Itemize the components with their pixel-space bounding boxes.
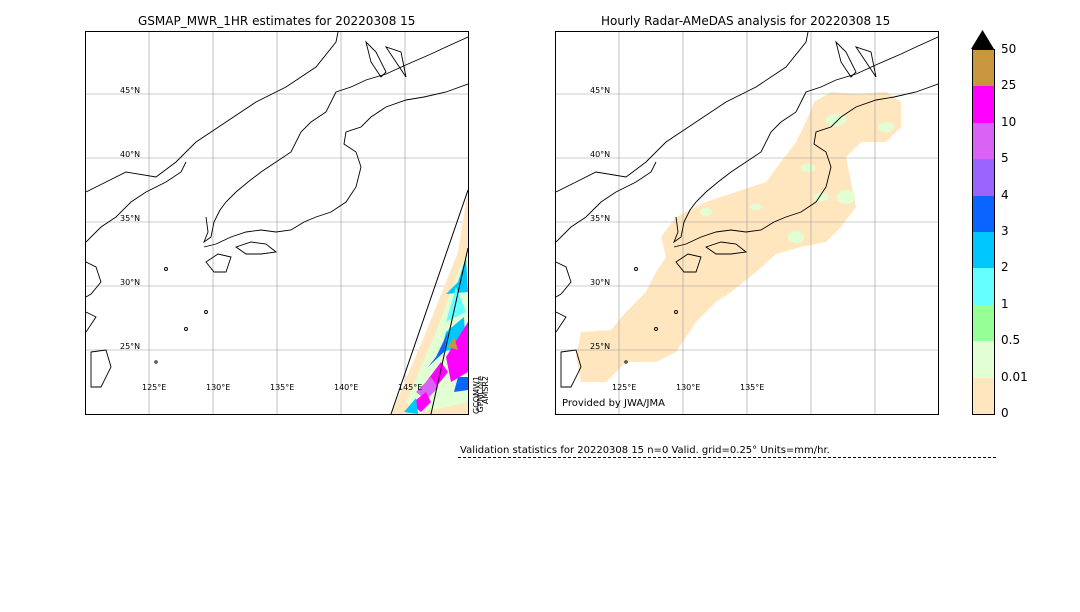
right-lon-label: 130°E — [676, 383, 701, 392]
satellite-label: GPMCore — [476, 376, 485, 413]
right-lat-label: 25°N — [590, 342, 611, 351]
colorbar-tick-label: 5 — [1001, 151, 1009, 165]
colorbar-swatch — [973, 50, 994, 87]
colorbar-tick-label: 2 — [1001, 260, 1009, 274]
right-lat-label: 40°N — [590, 150, 611, 159]
colorbar-swatch — [973, 231, 994, 269]
left-lat-label: 40°N — [120, 150, 141, 159]
right-coastlines — [556, 32, 938, 388]
colorbar-tick-label: 0.5 — [1001, 333, 1021, 347]
left-lon-label: 130°E — [206, 383, 231, 392]
provider-credit: Provided by JWA/JMA — [562, 398, 665, 409]
colorbar-tick-label: 4 — [1001, 188, 1009, 202]
colorbar-tick-label: 25 — [1001, 78, 1017, 92]
colorbar-tick-label: 50 — [1001, 42, 1017, 56]
left-map-canvas — [86, 32, 468, 414]
left-lon-label: 145°E — [398, 383, 423, 392]
left-lat-label: 25°N — [120, 342, 141, 351]
left-lon-label: 140°E — [334, 383, 359, 392]
left-precip-swath — [390, 189, 468, 414]
left-panel-title: GSMAP_MWR_1HR estimates for 20220308 15 — [138, 14, 416, 28]
colorbar-swatch — [973, 304, 994, 342]
right-lon-label: 125°E — [612, 383, 637, 392]
left-lat-label: 30°N — [120, 278, 141, 287]
colorbar-extend-arrow — [971, 30, 994, 49]
colorbar — [972, 49, 995, 415]
left-coastlines — [86, 32, 468, 388]
left-lon-label: 135°E — [270, 383, 295, 392]
colorbar-swatch — [973, 268, 994, 305]
colorbar-swatch — [973, 195, 994, 232]
right-radar-coverage — [576, 92, 901, 382]
colorbar-swatch — [973, 377, 994, 414]
validation-statistics: Validation statistics for 20220308 15 n=… — [460, 445, 830, 456]
right-lat-label: 45°N — [590, 86, 611, 95]
right-lat-label: 30°N — [590, 278, 611, 287]
colorbar-tick-label: 0.01 — [1001, 370, 1028, 384]
right-map: 45°N 40°N 35°N 30°N 25°N 125°E 130°E 135… — [555, 31, 939, 415]
colorbar-tick-label: 1 — [1001, 297, 1009, 311]
colorbar-swatch — [973, 159, 994, 196]
left-lon-label: 125°E — [142, 383, 167, 392]
colorbar-tick-label: 0 — [1001, 406, 1009, 420]
right-panel-title: Hourly Radar-AMeDAS analysis for 2022030… — [601, 14, 891, 28]
colorbar-swatch — [973, 122, 994, 160]
left-lat-label: 45°N — [120, 86, 141, 95]
colorbar-swatch — [973, 341, 994, 378]
colorbar-swatch — [973, 86, 994, 123]
left-lat-label: 35°N — [120, 214, 141, 223]
left-map: 45°N 40°N 35°N 30°N 25°N 125°E 130°E 135… — [85, 31, 469, 415]
right-map-canvas — [556, 32, 938, 414]
right-lat-label: 35°N — [590, 214, 611, 223]
validation-dashed-rule — [458, 457, 996, 458]
right-lon-label: 135°E — [740, 383, 765, 392]
colorbar-tick-label: 10 — [1001, 115, 1017, 129]
colorbar-tick-label: 3 — [1001, 224, 1009, 238]
colorbar-arrow-triangle — [971, 30, 994, 49]
